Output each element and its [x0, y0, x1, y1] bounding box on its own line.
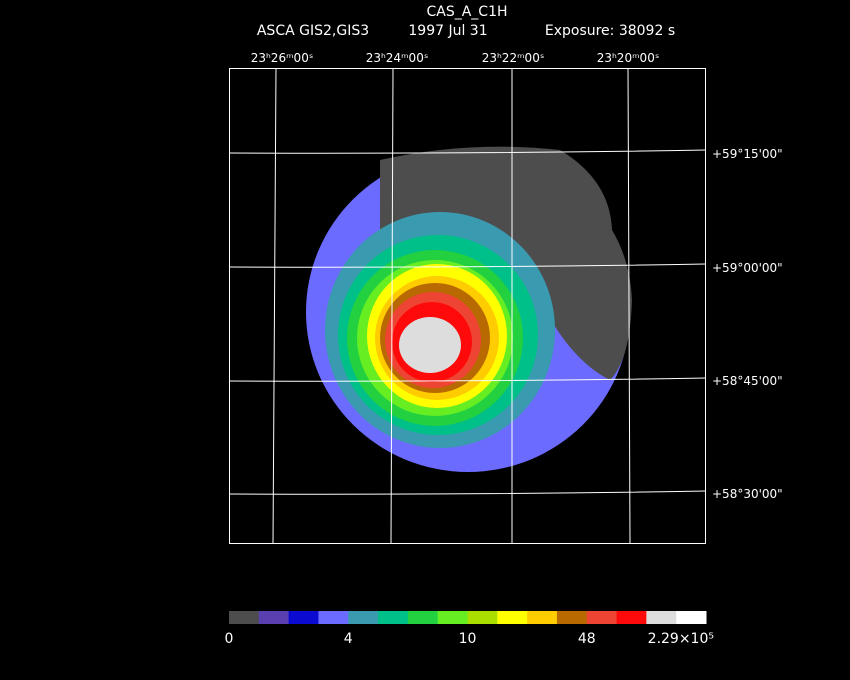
colorbar-swatch: [646, 611, 677, 624]
instrument: ASCA GIS2,GIS3: [257, 23, 369, 39]
colorbar-swatch: [467, 611, 498, 624]
colorbar-swatch: [348, 611, 379, 624]
ra-label: 23ʰ20ᵐ00ˢ: [597, 51, 660, 65]
colorbar-label: 2.29×10⁵: [648, 631, 714, 647]
colorbar-label: 48: [578, 631, 596, 647]
exposure: Exposure: 38092 s: [545, 23, 675, 39]
colorbar-swatch: [318, 611, 349, 624]
dec-label: +59°15'00": [712, 147, 783, 161]
colorbar-swatch: [497, 611, 528, 624]
colorbar-swatch: [616, 611, 647, 624]
colorbar-label: 10: [459, 631, 477, 647]
colorbar-swatch: [258, 611, 290, 624]
image: [306, 146, 632, 472]
ra-label: 23ʰ26ᵐ00ˢ: [251, 51, 314, 65]
ra-label: 23ʰ22ᵐ00ˢ: [482, 51, 545, 65]
colorbar-swatch: [527, 611, 558, 624]
dec-label: +58°30'00": [712, 487, 783, 501]
colorbar-swatch: [288, 611, 319, 624]
colorbar-swatch: [407, 611, 439, 624]
ra-label: 23ʰ24ᵐ00ˢ: [366, 51, 429, 65]
title: CAS_A_C1H: [426, 4, 507, 20]
colorbar-swatch: [676, 611, 707, 624]
dec-label: +59°00'00": [712, 261, 783, 275]
colorbar-swatch: [229, 611, 260, 624]
colorbar-label: 4: [344, 631, 353, 647]
date: 1997 Jul 31: [408, 23, 487, 39]
coordinate-grid: [228, 67, 707, 544]
colorbar-swatch: [586, 611, 618, 624]
colorbar-swatch: [378, 611, 409, 624]
colorbar-label: 0: [225, 631, 234, 647]
dec-label: +58°45'00": [712, 374, 783, 388]
colorbar: 0 4 10 48 2.29×10⁵: [225, 611, 714, 647]
colorbar-swatch: [437, 611, 468, 624]
colorbar-swatch: [556, 611, 588, 624]
